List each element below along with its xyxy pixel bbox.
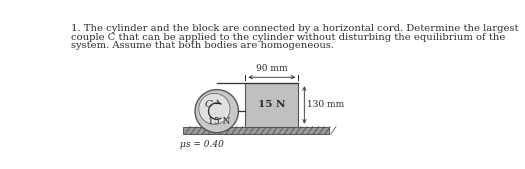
Text: system. Assume that both bodies are homogeneous.: system. Assume that both bodies are homo… (71, 41, 334, 50)
Text: C: C (205, 101, 213, 110)
Text: 1. The cylinder and the block are connected by a horizontal cord. Determine the : 1. The cylinder and the block are connec… (71, 24, 519, 33)
Text: μs = 0.40: μs = 0.40 (180, 140, 224, 149)
Text: 15 N: 15 N (258, 101, 286, 110)
Polygon shape (183, 127, 329, 134)
Text: 90 mm: 90 mm (256, 64, 288, 73)
Text: 130 mm: 130 mm (308, 101, 345, 110)
Circle shape (195, 90, 238, 133)
Circle shape (199, 93, 230, 124)
Text: 15 N: 15 N (208, 117, 230, 126)
Text: couple C that can be applied to the cylinder without disturbing the equilibrium : couple C that can be applied to the cyli… (71, 33, 506, 42)
Polygon shape (245, 83, 298, 127)
